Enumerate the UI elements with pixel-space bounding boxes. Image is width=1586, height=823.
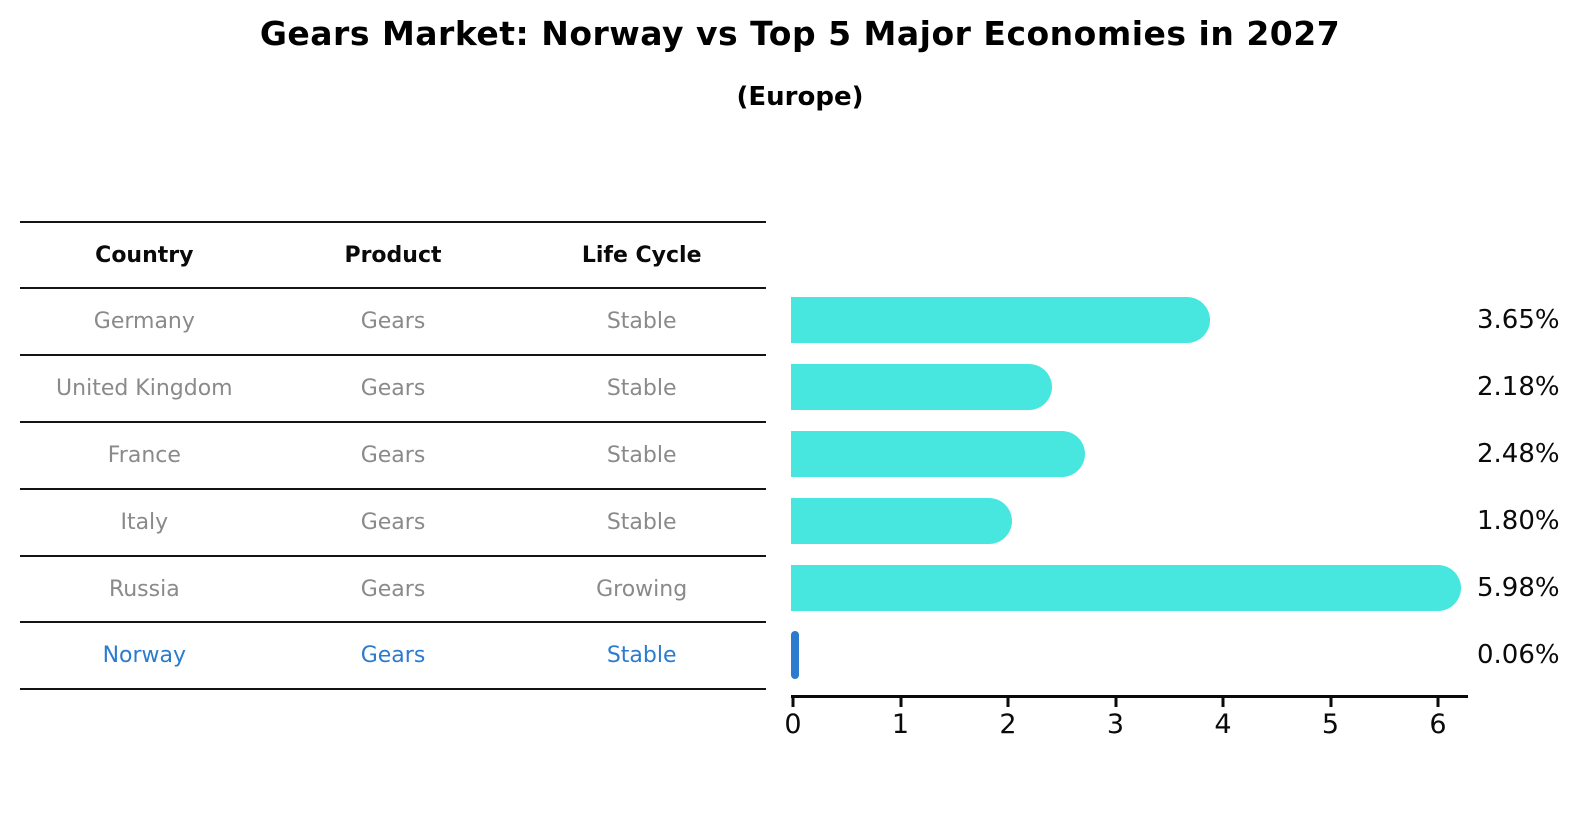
x-axis-tick [1221, 698, 1225, 707]
cell-product: Gears [360, 442, 426, 468]
bar-france [791, 431, 1085, 478]
bar-germany [791, 297, 1211, 344]
x-axis-tick-label: 3 [1106, 709, 1125, 740]
table-header-row: Country Product Life Cycle [20, 223, 766, 289]
bar-row-russia [791, 555, 1491, 622]
cell-life-cycle: Stable [606, 442, 677, 468]
country-table: Country Product Life Cycle Germany Gears… [20, 221, 766, 691]
cell-life-cycle: Stable [606, 509, 677, 535]
cell-life-cycle: Stable [606, 308, 677, 334]
x-axis-tick-label: 0 [784, 709, 802, 740]
bar-plot-area [791, 287, 1491, 688]
x-axis-tick [791, 698, 795, 707]
x-axis-tick-label: 2 [999, 709, 1017, 740]
x-axis-tick [899, 698, 902, 707]
value-labels: 3.65% 2.18% 2.48% 1.80% 5.98% 0.06% [1477, 287, 1585, 688]
table-row-united-kingdom: United Kingdom Gears Stable [20, 356, 766, 423]
x-axis-tick-label: 4 [1214, 709, 1232, 740]
bar-russia [791, 565, 1461, 611]
cell-life-cycle: Stable [606, 643, 677, 669]
cell-life-cycle: Growing [596, 576, 688, 602]
x-axis-tick [1329, 698, 1332, 707]
cell-country: Russia [108, 576, 180, 602]
bar-row-germany [791, 287, 1491, 354]
table-row-france: France Gears Stable [20, 423, 766, 490]
value-label-germany: 3.65% [1477, 305, 1560, 336]
column-header-product: Product [344, 242, 442, 268]
cell-country: France [107, 442, 181, 468]
cell-country: Norway [102, 643, 187, 669]
value-label-france: 2.48% [1477, 439, 1560, 470]
cell-country: United Kingdom [56, 375, 233, 401]
table-row-norway: Norway Gears Stable [20, 623, 766, 691]
cell-life-cycle: Stable [606, 375, 677, 401]
table-row-italy: Italy Gears Stable [20, 490, 766, 557]
bar-row-united-kingdom [791, 354, 1491, 421]
bar-row-italy [791, 488, 1491, 555]
chart-subtitle: (Europe) [736, 82, 864, 112]
bar-united-kingdom [791, 364, 1053, 411]
bar-row-france [791, 421, 1491, 488]
cell-product: Gears [360, 375, 426, 401]
cell-product: Gears [360, 576, 426, 602]
cell-product: Gears [360, 308, 426, 334]
value-label-russia: 5.98% [1477, 573, 1560, 603]
x-axis: 0 1 2 3 4 5 6 [784, 695, 1468, 743]
table-row-russia: Russia Gears Growing [20, 557, 766, 624]
table-row-germany: Germany Gears Stable [20, 289, 766, 356]
column-header-country: Country [95, 242, 194, 268]
column-header-life-cycle: Life Cycle [581, 242, 702, 268]
cell-country: Italy [120, 509, 169, 535]
cell-product: Gears [360, 509, 426, 535]
cell-country: Germany [93, 308, 195, 334]
x-axis-tick-label: 6 [1429, 709, 1447, 740]
bar-norway [791, 630, 799, 679]
value-label-united-kingdom: 2.18% [1477, 372, 1560, 403]
bar-row-norway [791, 621, 1491, 688]
value-label-italy: 1.80% [1477, 506, 1560, 537]
cell-product: Gears [360, 643, 426, 669]
chart-title: Gears Market: Norway vs Top 5 Major Econ… [259, 14, 1341, 53]
x-axis-tick [1114, 698, 1117, 707]
x-axis-tick-label: 5 [1321, 709, 1340, 740]
value-label-norway: 0.06% [1477, 639, 1560, 670]
x-axis-tick-label: 1 [891, 709, 910, 740]
x-axis-tick [1006, 698, 1010, 707]
x-axis-tick [1436, 698, 1440, 707]
bar-italy [791, 498, 1012, 545]
